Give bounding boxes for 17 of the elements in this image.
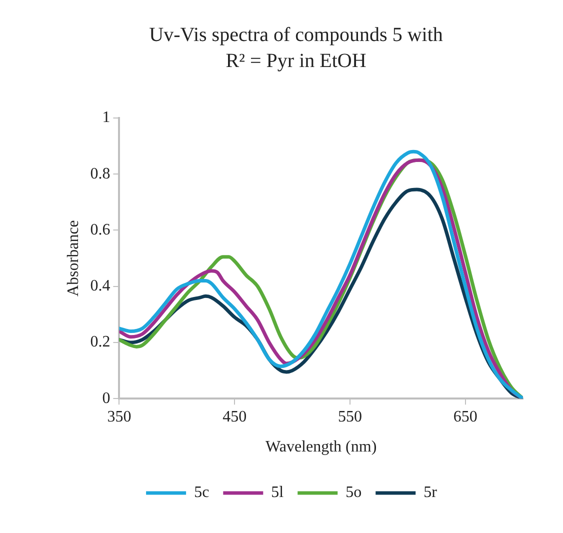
chart-title: Uv-Vis spectra of compounds 5 with R² = Pyr in EtOH: [148, 23, 444, 74]
legend-label: 5l: [271, 484, 284, 502]
x-tick-label: 450: [222, 408, 247, 426]
legend-label: 5c: [194, 484, 210, 502]
y-tick-label: 0.2: [90, 334, 110, 351]
x-axis-title: Wavelength (nm): [266, 438, 377, 456]
y-axis-title: Absorbance: [64, 220, 82, 297]
y-tick-label: 0: [102, 390, 110, 407]
x-tick-label: 350: [107, 408, 132, 426]
y-tick-label: 1: [102, 109, 110, 126]
x-tick-label: 550: [338, 408, 362, 426]
legend-label: 5r: [424, 484, 438, 502]
y-tick-label: 0.8: [90, 165, 110, 182]
x-tick-label: 650: [453, 408, 478, 426]
y-tick-label: 0.6: [90, 221, 110, 238]
y-tick-label: 0.4: [90, 278, 110, 295]
legend-label: 5o: [346, 484, 362, 502]
